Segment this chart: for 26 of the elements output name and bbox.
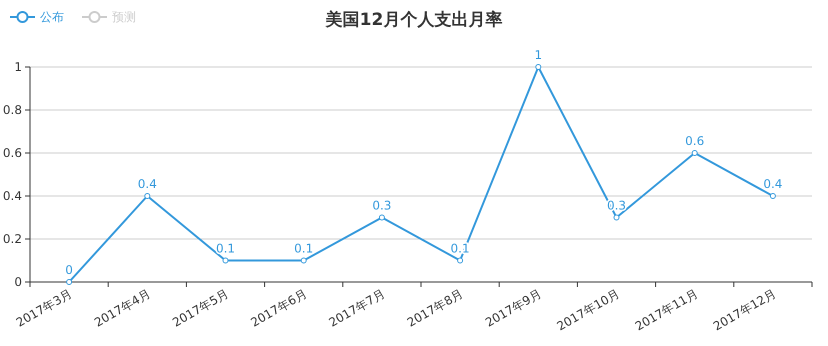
y-tick-label: 0 bbox=[14, 275, 22, 289]
point bbox=[300, 258, 307, 264]
point bbox=[66, 279, 72, 285]
point bbox=[614, 214, 620, 220]
data-label: 0.1 bbox=[294, 242, 314, 256]
data-label: 0.1 bbox=[216, 242, 236, 256]
point bbox=[457, 258, 464, 264]
point bbox=[770, 193, 776, 199]
data-label: 0.3 bbox=[372, 198, 392, 212]
data-label: 0 bbox=[65, 263, 73, 277]
legend-label: 公布 bbox=[40, 10, 64, 24]
point bbox=[535, 64, 542, 70]
point bbox=[692, 150, 698, 156]
data-label: 0.6 bbox=[685, 134, 704, 148]
y-tick-label: 0.8 bbox=[2, 103, 22, 117]
point bbox=[222, 258, 228, 264]
y-tick-label: 0.2 bbox=[2, 232, 22, 246]
data-label: 1 bbox=[534, 48, 542, 62]
y-tick-label: 1 bbox=[14, 60, 22, 74]
chart-title: 美国12月个人支出月率 bbox=[324, 10, 502, 30]
y-tick-label: 0.6 bbox=[2, 146, 22, 160]
y-tick-label: 0.4 bbox=[2, 189, 22, 203]
point bbox=[378, 214, 385, 220]
data-label: 0.4 bbox=[138, 177, 157, 191]
point bbox=[144, 193, 150, 199]
data-label: 0.4 bbox=[763, 177, 782, 191]
